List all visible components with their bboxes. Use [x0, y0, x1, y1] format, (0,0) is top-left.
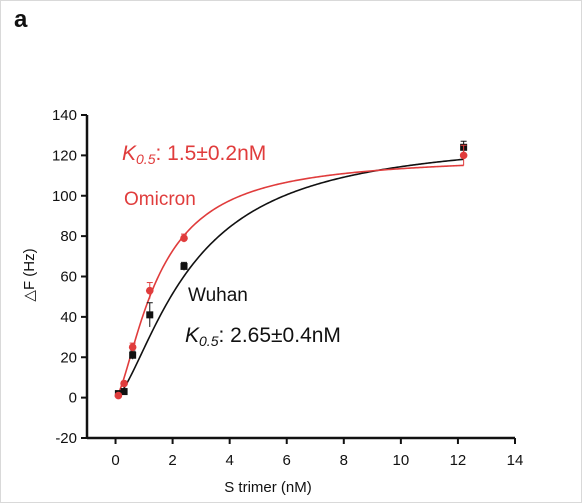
x-tick-label: 4 [225, 452, 233, 469]
wuhan-fit-curve [117, 158, 464, 397]
wuhan-k-annotation: K0.5: 2.65±0.4nM [185, 324, 341, 349]
omicron-k-value: : 1.5±0.2nM [155, 142, 266, 165]
y-tick-label: 60 [60, 269, 77, 286]
x-tick-label: 10 [393, 452, 410, 469]
omicron-point [145, 286, 154, 295]
omicron-k-symbol: K [122, 142, 137, 165]
omicron-label: Omicron [124, 189, 196, 210]
x-tick-label: 14 [507, 452, 524, 469]
panel-label: a [14, 6, 28, 33]
omicron-fit-curve [117, 164, 464, 394]
omicron-point [128, 343, 137, 351]
data-points [114, 140, 468, 400]
wuhan-point [129, 351, 137, 359]
omicron-point [180, 234, 188, 242]
x-tick-label: 0 [111, 452, 119, 469]
y-tick-label: 0 [69, 390, 77, 407]
y-tick-label: 40 [60, 309, 77, 326]
wuhan-label: Wuhan [188, 285, 248, 306]
wuhan-point [180, 262, 188, 270]
y-tick-label: 100 [52, 188, 77, 205]
omicron-k-annotation: K0.5: 1.5±0.2nM [122, 142, 266, 167]
x-tick-label: 12 [450, 452, 467, 469]
y-tick-label: -20 [55, 430, 77, 447]
omicron-point [120, 379, 128, 388]
wuhan-k-value: : 2.65±0.4nM [218, 324, 340, 347]
omicron-point [114, 391, 123, 400]
y-axis-label: △F (Hz) [21, 248, 38, 301]
wuhan-k-subscript: 0.5 [199, 333, 219, 349]
x-tick-label: 2 [168, 452, 176, 469]
y-tick-label: 80 [60, 228, 77, 245]
axes: -20 0 20 40 60 80 100 120 140 0 2 4 6 8 10 12 14 [52, 107, 523, 469]
omicron-point [459, 151, 468, 160]
y-tick-label: 140 [52, 107, 77, 124]
omicron-k-subscript: 0.5 [136, 151, 156, 167]
wuhan-k-symbol: K [185, 324, 200, 347]
wuhan-point [146, 311, 154, 319]
y-tick-label: 20 [60, 349, 77, 366]
y-tick-label: 120 [52, 147, 77, 164]
x-axis-label: S trimer (nM) [224, 479, 312, 496]
wuhan-point [120, 388, 128, 396]
x-tick-label: 8 [340, 452, 348, 469]
x-tick-label: 6 [283, 452, 291, 469]
fit-curves [117, 158, 464, 397]
